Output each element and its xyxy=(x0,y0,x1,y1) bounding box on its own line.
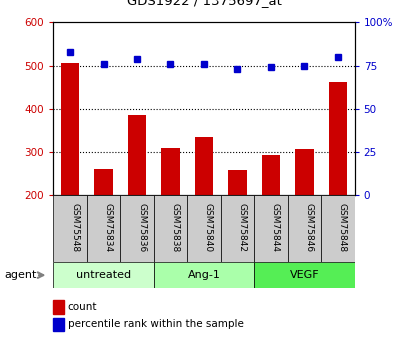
Text: GSM75548: GSM75548 xyxy=(70,203,79,252)
Bar xyxy=(53,195,87,262)
Text: GSM75840: GSM75840 xyxy=(203,203,212,252)
Text: GSM75842: GSM75842 xyxy=(237,203,246,252)
Text: VEGF: VEGF xyxy=(289,270,319,280)
Text: GSM75846: GSM75846 xyxy=(303,203,312,252)
Bar xyxy=(320,195,354,262)
Bar xyxy=(53,262,153,288)
Text: Ang-1: Ang-1 xyxy=(187,270,220,280)
Bar xyxy=(161,148,179,195)
Bar xyxy=(220,195,254,262)
Bar xyxy=(94,169,112,195)
Text: GSM75844: GSM75844 xyxy=(270,203,279,252)
Bar xyxy=(128,115,146,195)
Bar xyxy=(228,170,246,195)
Bar xyxy=(254,195,287,262)
Bar xyxy=(261,155,279,195)
Bar xyxy=(287,195,320,262)
Text: GSM75838: GSM75838 xyxy=(170,203,179,252)
Bar xyxy=(194,137,213,195)
Text: agent: agent xyxy=(4,270,36,280)
Text: GDS1922 / 1375697_at: GDS1922 / 1375697_at xyxy=(126,0,281,7)
Bar xyxy=(254,262,354,288)
Bar xyxy=(153,195,187,262)
Text: percentile rank within the sample: percentile rank within the sample xyxy=(67,319,243,329)
Bar xyxy=(120,195,153,262)
Text: GSM75848: GSM75848 xyxy=(337,203,346,252)
Text: untreated: untreated xyxy=(76,270,131,280)
Bar xyxy=(187,195,220,262)
Text: GSM75834: GSM75834 xyxy=(103,203,112,252)
Bar xyxy=(87,195,120,262)
Text: count: count xyxy=(67,302,97,312)
Bar xyxy=(61,63,79,195)
Text: GSM75836: GSM75836 xyxy=(137,203,146,252)
Bar xyxy=(294,149,313,195)
Bar xyxy=(328,82,346,195)
Bar xyxy=(153,262,254,288)
